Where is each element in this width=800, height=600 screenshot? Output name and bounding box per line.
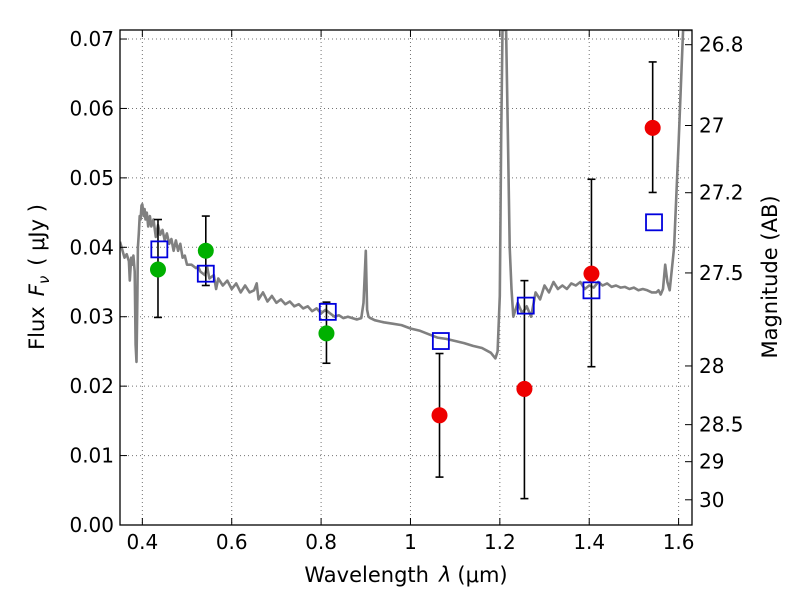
axis-ticks: 0.4 0.6 0.8 1 1.2 1.4 1.6 0.00 0.01 0.02 0.03 0.04 0… bbox=[69, 27, 743, 554]
observed-point-green bbox=[318, 325, 335, 342]
right-tick-label: 28.5 bbox=[699, 413, 744, 437]
x-tick-label: 1.4 bbox=[573, 530, 605, 554]
right-tick-label: 30 bbox=[699, 488, 724, 512]
model-point-square bbox=[645, 213, 663, 232]
model-point-square bbox=[150, 240, 169, 259]
x-tick-label: 1.2 bbox=[484, 530, 516, 554]
right-tick-label: 27 bbox=[699, 114, 724, 138]
model-points-layer bbox=[150, 213, 663, 350]
right-tick-label: 29 bbox=[699, 450, 724, 474]
y-tick-label: 0.06 bbox=[69, 96, 114, 120]
right-tick-label: 28 bbox=[699, 354, 724, 378]
observed-point-red bbox=[583, 265, 600, 282]
y-axis-label: FluxFν( μJy ) bbox=[25, 204, 53, 350]
y-tick-label: 0.07 bbox=[69, 27, 114, 51]
error-bar-layer bbox=[153, 61, 657, 500]
model-point-square bbox=[516, 296, 535, 315]
y-tick-label: 0.04 bbox=[69, 235, 114, 259]
observed-points-layer bbox=[149, 119, 661, 424]
template-spectrum-layer bbox=[120, 30, 692, 364]
observed-point-red bbox=[516, 380, 533, 397]
model-point-square bbox=[431, 332, 450, 350]
model-point-square bbox=[318, 302, 337, 321]
observed-point-green bbox=[149, 261, 166, 278]
observed-point-green bbox=[197, 242, 214, 259]
x-tick-label: 0.4 bbox=[126, 530, 158, 554]
y-tick-label: 0.01 bbox=[69, 444, 114, 468]
y-tick-label: 0.03 bbox=[69, 305, 114, 329]
y-tick-label: 0.05 bbox=[69, 166, 114, 190]
right-axis-label: Magnitude (AB) bbox=[758, 195, 782, 358]
plot-frame bbox=[119, 29, 693, 526]
x-tick-label: 1 bbox=[404, 530, 417, 554]
right-tick-label: 26.8 bbox=[699, 33, 744, 57]
right-tick-label: 27.5 bbox=[699, 261, 744, 285]
model-point-square bbox=[196, 264, 215, 283]
model-point-square bbox=[582, 281, 601, 300]
y-tick-label: 0.02 bbox=[69, 374, 114, 398]
template-spectrum-line bbox=[120, 30, 692, 364]
x-tick-label: 1.6 bbox=[663, 530, 695, 554]
observed-point-red bbox=[431, 407, 448, 424]
x-axis-label: Wavelength λ (μm) bbox=[304, 563, 507, 587]
y-tick-label: 0.00 bbox=[69, 513, 114, 537]
right-tick-label: 27.2 bbox=[699, 181, 744, 205]
x-tick-label: 0.6 bbox=[216, 530, 248, 554]
observed-point-red bbox=[644, 119, 661, 136]
x-tick-label: 0.8 bbox=[305, 530, 337, 554]
